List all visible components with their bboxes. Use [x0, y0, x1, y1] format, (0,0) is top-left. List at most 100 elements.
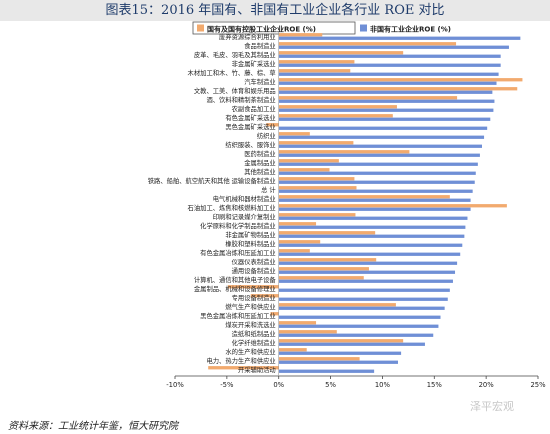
bar-nonstate — [278, 288, 450, 292]
x-tick-label: 5% — [325, 381, 336, 389]
bar-nonstate — [278, 252, 461, 256]
bar-state — [278, 339, 404, 343]
category-label: 计算机、通信和其他电子设备 — [194, 275, 277, 284]
bar-state — [278, 357, 360, 361]
bar-nonstate — [278, 306, 445, 310]
bar-nonstate — [278, 153, 480, 157]
bar-nonstate — [278, 261, 458, 265]
bar-nonstate — [278, 243, 463, 247]
category-label: 纺织业 — [257, 131, 276, 140]
category-label: 非金属矿采选业 — [232, 59, 276, 68]
source-note: 资料来源：工业统计年鉴，恒大研究院 — [8, 421, 178, 432]
bar-state — [278, 114, 393, 118]
bar-nonstate — [278, 72, 499, 76]
bar-nonstate — [278, 333, 434, 337]
bar-nonstate — [278, 315, 441, 319]
bar-state — [278, 240, 321, 244]
category-label: 化学原料和化学制品制造业 — [200, 221, 276, 230]
bar-state — [278, 51, 404, 55]
category-label: 印刷和记录媒介复制业 — [213, 212, 276, 221]
bar-state — [278, 42, 457, 46]
category-label: 医药制造业 — [244, 149, 275, 158]
bar-state — [278, 195, 450, 199]
bar-nonstate — [278, 81, 497, 85]
figure-title: 图表15：2016 年国有、非国有工业企业各行业 ROE 对比 — [0, 0, 550, 21]
bar-nonstate — [278, 216, 468, 220]
category-label: 专用设备制造业 — [232, 293, 276, 302]
category-label: 金属制品业 — [244, 158, 275, 167]
bar-state — [278, 96, 458, 100]
bar-state — [278, 276, 364, 280]
bar-nonstate — [278, 90, 493, 94]
category-label: 有色金属冶炼和压延加工业 — [200, 248, 276, 257]
category-label: 石油加工、炼焦和核燃料加工业 — [188, 203, 276, 212]
category-label: 皮革、毛皮、羽毛及其制品业 — [194, 50, 276, 59]
bar-nonstate — [278, 63, 501, 67]
category-label: 农副食品加工业 — [232, 104, 276, 113]
bar-nonstate — [278, 45, 509, 49]
x-tick-label: -10% — [166, 381, 184, 389]
category-label: 其他制造业 — [244, 167, 275, 176]
x-tick-label: -5% — [220, 381, 234, 389]
bar-nonstate — [278, 117, 491, 121]
bar-nonstate — [278, 171, 476, 175]
category-label: 电气机械和器材制造业 — [213, 194, 276, 203]
bar-nonstate — [278, 36, 521, 40]
bar-state — [250, 294, 279, 298]
category-label: 橡胶和塑料制品业 — [225, 239, 275, 248]
bar-state — [278, 186, 357, 190]
category-label: 汽车制造业 — [244, 77, 275, 86]
bar-state — [278, 78, 523, 82]
bar-state — [278, 249, 310, 253]
category-label: 通用设备制造业 — [232, 266, 276, 275]
bar-state — [278, 60, 355, 64]
bar-nonstate — [278, 54, 501, 58]
bar-state — [278, 150, 410, 154]
bar-state — [278, 348, 307, 352]
bar-nonstate — [278, 297, 448, 301]
legend-swatch-state — [197, 24, 204, 32]
bar-state — [278, 204, 507, 208]
category-label: 有色金属矿采选业 — [225, 113, 275, 122]
bar-state — [278, 303, 396, 307]
legend-label-nonstate: 非国有工业企业ROE (%) — [370, 25, 451, 34]
category-label: 造纸和纸制品业 — [232, 329, 276, 338]
category-label: 纺织服装、服饰业 — [225, 140, 275, 149]
bar-nonstate — [278, 162, 478, 166]
legend-swatch-nonstate — [360, 24, 367, 32]
bar-nonstate — [278, 144, 482, 148]
watermark: 泽平宏观 — [470, 400, 514, 413]
roe-bar-chart: 国有及国有控股工业企业ROE (%) 非国有工业企业ROE (%) 废弃资源综合利… — [148, 21, 546, 389]
category-label: 酒、饮料和精制茶制造业 — [206, 95, 275, 104]
x-tick-label: 10% — [375, 381, 391, 389]
bar-state — [278, 267, 369, 271]
bar-state — [227, 285, 279, 289]
x-tick-label: 15% — [427, 381, 443, 389]
bar-nonstate — [278, 270, 456, 274]
bar-state — [270, 312, 279, 316]
x-tick-label: 0% — [273, 381, 284, 389]
bar-state — [278, 141, 354, 145]
bar-nonstate — [278, 342, 425, 346]
bar-state — [278, 321, 317, 325]
bars-layer — [208, 33, 523, 373]
category-label: 煤炭开采和洗选业 — [225, 320, 275, 329]
category-label: 铁路、船舶、航空航天和其他 运输设备制造业 — [148, 176, 276, 185]
bar-nonstate — [278, 369, 375, 373]
bar-nonstate — [278, 99, 495, 103]
category-label: 黑色金属冶炼和压延加工业 — [200, 311, 276, 320]
bar-state — [278, 33, 323, 37]
bar-nonstate — [278, 279, 453, 283]
bar-state — [278, 168, 330, 172]
bar-nonstate — [278, 126, 488, 130]
bar-nonstate — [278, 135, 485, 139]
category-label: 金属制品、机械和设备修理业 — [194, 284, 276, 293]
bar-nonstate — [278, 108, 494, 112]
category-label: 燃气生产和供应业 — [225, 302, 275, 311]
category-label: 文教、工美、体育和娱乐用品 — [194, 86, 276, 95]
bar-state — [208, 366, 279, 370]
bar-state — [278, 69, 351, 73]
bar-state — [278, 231, 376, 235]
bar-state — [278, 159, 339, 163]
x-tick-label: 20% — [479, 381, 495, 389]
